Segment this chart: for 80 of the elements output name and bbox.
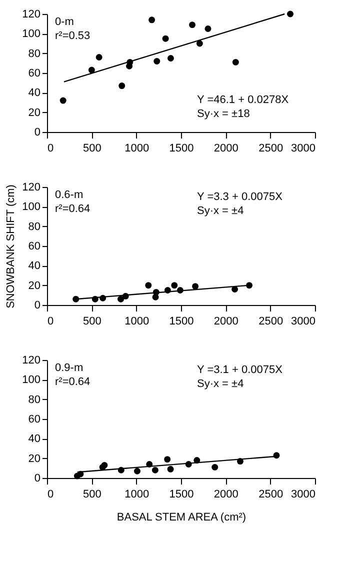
y-tick-label: 20 bbox=[28, 106, 40, 119]
annotation: 0.6-m bbox=[55, 189, 84, 201]
x-tick-label: 500 bbox=[82, 142, 102, 154]
point bbox=[204, 26, 212, 32]
point bbox=[212, 464, 218, 470]
y-tick-label: 60 bbox=[28, 68, 40, 80]
y-tick-label: 20 bbox=[28, 452, 40, 465]
point bbox=[287, 10, 294, 18]
point bbox=[154, 58, 160, 64]
annotation: r²=0.64 bbox=[55, 376, 90, 388]
x-tick-label: 1000 bbox=[124, 142, 150, 154]
point bbox=[134, 468, 140, 474]
y-tick-label: 0 bbox=[34, 472, 40, 484]
point bbox=[171, 282, 178, 289]
point bbox=[118, 82, 126, 90]
point bbox=[162, 35, 169, 42]
annotation: r²=0.53 bbox=[55, 30, 90, 42]
y-tick-label: 40 bbox=[28, 260, 40, 272]
y-tick-label: 80 bbox=[28, 394, 40, 406]
x-tick-label: 2000 bbox=[214, 488, 238, 500]
x-tick-label: 2000 bbox=[214, 316, 238, 328]
x-tick-label: 1500 bbox=[169, 488, 194, 500]
annotation: r²=0.64 bbox=[55, 203, 90, 215]
annotation: Y =3.3 + 0.0075X bbox=[197, 191, 284, 203]
y-tick-label: 80 bbox=[28, 220, 40, 233]
annotation: 0.9-m bbox=[55, 362, 84, 374]
annotation: Y =3.1 + 0.0075X bbox=[197, 364, 284, 376]
y-tick-label: 40 bbox=[28, 87, 40, 100]
x-tick-label: 0 bbox=[48, 316, 54, 328]
point bbox=[167, 466, 174, 472]
y-tick-label: 120 bbox=[22, 8, 40, 20]
point bbox=[126, 62, 133, 70]
y-tick-label: 120 bbox=[22, 182, 40, 194]
point bbox=[167, 55, 174, 62]
point bbox=[192, 283, 199, 290]
y-tick-label: 80 bbox=[28, 48, 40, 60]
y-tick-label: 0 bbox=[34, 126, 40, 138]
x-axis-title: BASAL STEM AREA (cm²) bbox=[116, 512, 246, 524]
y-tick-label: 40 bbox=[28, 433, 40, 446]
y-tick-label: 20 bbox=[28, 280, 40, 292]
y-tick-label: 100 bbox=[22, 201, 40, 214]
point bbox=[148, 16, 156, 24]
x-tick-label: 1000 bbox=[124, 488, 150, 500]
x-tick-label: 2500 bbox=[258, 488, 284, 500]
annotation: 0-m bbox=[55, 16, 74, 28]
point bbox=[145, 282, 152, 289]
point bbox=[189, 22, 196, 28]
annotation: Sy·x = ±18 bbox=[197, 108, 250, 120]
y-tick-label: 60 bbox=[28, 414, 40, 426]
point bbox=[232, 58, 239, 66]
x-tick-label: 0 bbox=[48, 142, 54, 154]
x-tick-label: 3000 bbox=[291, 488, 316, 500]
point bbox=[232, 286, 238, 292]
y-tick-label: 100 bbox=[22, 28, 40, 40]
x-tick-label: 2500 bbox=[258, 316, 284, 328]
y-tick-label: 120 bbox=[22, 354, 40, 366]
annotation: Y =46.1 + 0.0278X bbox=[197, 94, 290, 106]
annotation: Sy·x = ±4 bbox=[197, 205, 244, 217]
point bbox=[152, 466, 158, 474]
point bbox=[96, 54, 102, 60]
x-tick-label: 1500 bbox=[169, 316, 194, 328]
x-tick-label: 2000 bbox=[214, 142, 238, 154]
point bbox=[88, 66, 95, 74]
x-tick-label: 1000 bbox=[124, 316, 150, 328]
point bbox=[118, 296, 124, 302]
y-axis-title: SNOWBANK SHIFT (cm) bbox=[5, 184, 18, 308]
x-tick-label: 500 bbox=[82, 488, 102, 500]
annotation: Sy·x = ±4 bbox=[197, 378, 244, 390]
point bbox=[164, 456, 171, 463]
x-tick-label: 3000 bbox=[291, 142, 316, 154]
point bbox=[60, 97, 66, 104]
point bbox=[196, 40, 203, 47]
y-tick-label: 0 bbox=[34, 300, 40, 312]
y-tick-label: 100 bbox=[22, 374, 40, 386]
x-tick-label: 2500 bbox=[258, 142, 284, 154]
x-tick-label: 3000 bbox=[291, 316, 316, 328]
y-tick-label: 60 bbox=[28, 240, 40, 252]
x-tick-label: 1500 bbox=[169, 142, 194, 154]
x-tick-label: 0 bbox=[48, 488, 54, 500]
x-tick-label: 500 bbox=[82, 316, 102, 328]
